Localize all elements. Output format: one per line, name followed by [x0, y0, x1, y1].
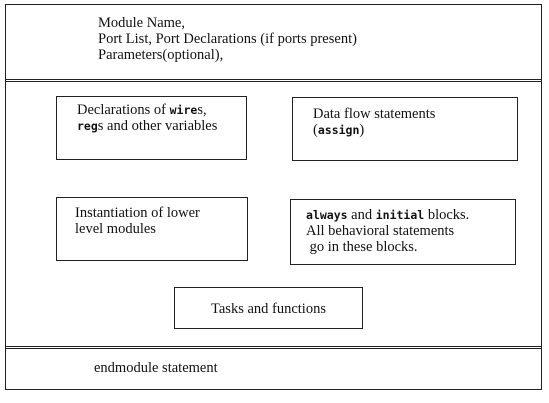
instantiation-line-1: Instantiation of lower — [75, 205, 200, 221]
tasks-label: Tasks and functions — [211, 301, 326, 317]
module-footer-text: endmodule statement — [94, 360, 218, 376]
behavioral-line-3: go in these blocks. — [306, 239, 418, 255]
keyword-reg: reg — [77, 119, 98, 133]
instantiation-line-2: level modules — [75, 221, 156, 237]
declarations-line-2: regs and other variables — [77, 118, 246, 134]
tasks-box: Tasks and functions — [174, 287, 363, 329]
dataflow-line-1: Data flow statements — [313, 106, 436, 122]
module-body-section — [5, 79, 542, 349]
header-module-name: Module Name, — [98, 15, 185, 31]
dataflow-open-paren: ( — [313, 122, 318, 138]
behavioral-line-2: All behavioral statements — [306, 223, 455, 239]
module-header-text: Module Name, Port List, Port Declaration… — [98, 15, 357, 63]
header-parameters: Parameters(optional), — [98, 47, 224, 63]
behavioral-and: and — [347, 207, 376, 223]
keyword-initial: initial — [375, 208, 425, 222]
keyword-assign: assign — [317, 123, 360, 137]
declarations-line-1: Declarations of wires, — [77, 102, 246, 118]
dataflow-close-paren: ) — [359, 122, 365, 138]
declarations-post-2: s and other variables — [97, 118, 218, 134]
module-header-section — [5, 4, 542, 82]
module-footer-section — [5, 346, 542, 390]
behavioral-blocks: blocks. — [424, 207, 470, 223]
declarations-pre: Declarations of — [77, 102, 170, 118]
dataflow-line-2: (assign) — [313, 122, 517, 138]
header-port-list: Port List, Port Declarations (if ports p… — [98, 31, 357, 47]
behavioral-line-1: always and initial blocks. — [306, 207, 515, 223]
declarations-box: Declarations of wires, regs and other va… — [56, 96, 247, 160]
endmodule-label: endmodule statement — [94, 360, 218, 376]
declarations-post-1: s, — [197, 102, 207, 118]
behavioral-box: always and initial blocks. All behaviora… — [290, 199, 516, 265]
dataflow-box: Data flow statements (assign) — [292, 97, 518, 161]
keyword-always: always — [306, 208, 348, 222]
keyword-wire: wire — [169, 103, 198, 117]
instantiation-box: Instantiation of lower level modules — [56, 197, 248, 261]
